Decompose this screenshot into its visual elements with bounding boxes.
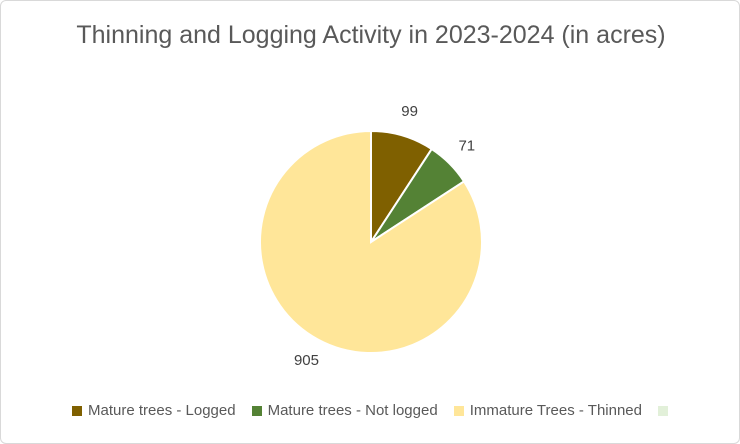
legend-item [657, 402, 668, 419]
data-label: 71 [458, 137, 475, 154]
data-label: 99 [401, 103, 418, 120]
legend: Mature trees - Logged Mature trees - Not … [1, 402, 739, 419]
chart-title: Thinning and Logging Activity in 2023-20… [76, 21, 666, 49]
data-label: 905 [294, 352, 319, 369]
legend-label: Mature trees - Not logged [267, 402, 438, 419]
pie-slice [259, 129, 483, 354]
legend-item: Immature Trees - Thinned [453, 402, 642, 419]
legend-label: Immature Trees - Thinned [469, 402, 642, 419]
legend-item: Mature trees - Not logged [251, 402, 438, 419]
legend-swatch [251, 405, 262, 416]
legend-swatch [657, 405, 668, 416]
legend-swatch [72, 405, 82, 416]
legend-item: Mature trees - Logged [72, 402, 236, 419]
legend-swatch [453, 405, 464, 416]
legend-label: Mature trees - Logged [88, 402, 236, 419]
